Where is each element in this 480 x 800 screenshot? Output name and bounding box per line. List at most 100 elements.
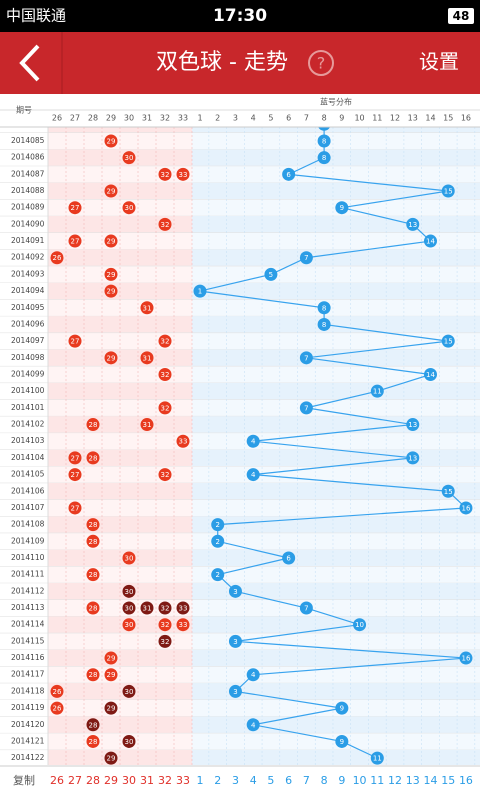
blue-ball xyxy=(299,401,313,415)
blue-ball xyxy=(459,651,473,665)
red-column-label: 27 xyxy=(70,114,80,123)
red-ball-number: 27 xyxy=(71,338,80,346)
red-ball xyxy=(104,668,118,682)
red-ball-number: 31 xyxy=(143,304,152,312)
red-ball-number: 30 xyxy=(125,621,134,629)
issue-number: 2014090 xyxy=(11,219,45,228)
issue-number: 2014108 xyxy=(11,520,45,529)
row-stripe xyxy=(48,127,192,133)
blue-ball xyxy=(246,468,260,482)
red-ball xyxy=(158,468,172,482)
red-ball-number: 32 xyxy=(161,404,170,412)
blue-ball xyxy=(264,267,278,281)
row-stripe xyxy=(192,149,480,166)
red-ball-number: 29 xyxy=(107,137,116,145)
red-ball xyxy=(122,201,136,215)
red-ball xyxy=(122,618,136,632)
red-ball xyxy=(86,568,100,582)
blue-ball-number: 9 xyxy=(340,204,344,212)
red-ball xyxy=(122,684,136,698)
blue-ball-number: 1 xyxy=(198,288,202,296)
blue-ball-number: 5 xyxy=(269,271,273,279)
blue-ball xyxy=(282,167,296,181)
blue-select: 7 xyxy=(303,774,310,787)
settings-button[interactable]: 设置 xyxy=(419,50,459,74)
blue-ball-number: 4 xyxy=(251,671,256,679)
blue-ball-number: 4 xyxy=(251,438,256,446)
blue-select: 14 xyxy=(423,774,437,787)
red-select: 33 xyxy=(176,774,190,787)
blue-ball-number: 6 xyxy=(286,554,291,562)
status-bar xyxy=(0,0,480,32)
blue-ball xyxy=(318,127,331,131)
back-button[interactable] xyxy=(19,44,40,82)
blue-ball xyxy=(423,234,437,248)
red-ball-number: 31 xyxy=(143,354,152,362)
row-stripe xyxy=(192,716,480,734)
red-ball xyxy=(104,701,118,715)
red-ball-number: 32 xyxy=(161,471,170,479)
red-column-label: 33 xyxy=(178,114,188,123)
red-ball xyxy=(140,418,154,432)
red-ball-number: 28 xyxy=(89,538,98,546)
help-icon[interactable] xyxy=(308,50,334,76)
blue-ball-number: 10 xyxy=(355,621,364,629)
blue-ball-number: 3 xyxy=(233,588,237,596)
issue-number: 2014113 xyxy=(11,603,45,612)
red-column-label: 29 xyxy=(106,114,116,123)
blue-select: 12 xyxy=(388,774,402,787)
issue-number: 2014099 xyxy=(11,370,45,379)
red-ball-number: 26 xyxy=(53,254,62,262)
blue-ball xyxy=(406,451,420,465)
blue-select: 4 xyxy=(250,774,257,787)
blue-ball-number: 2 xyxy=(215,571,219,579)
red-ball xyxy=(122,601,136,615)
red-ball-number: 29 xyxy=(107,271,116,279)
issue-number: 2014106 xyxy=(11,486,45,495)
blue-column-label: 13 xyxy=(408,114,418,123)
red-ball-number: 30 xyxy=(125,154,134,162)
red-column-label: 26 xyxy=(52,114,62,123)
red-ball xyxy=(176,434,190,448)
blue-column-label: 2 xyxy=(215,114,220,123)
blue-ball-number: 13 xyxy=(408,454,417,462)
blue-ball xyxy=(406,418,420,432)
issue-number: 2014122 xyxy=(11,753,45,762)
issue-number: 2014094 xyxy=(11,286,45,295)
blue-column-label: 4 xyxy=(251,114,256,123)
red-ball xyxy=(68,451,82,465)
red-ball xyxy=(176,618,190,632)
red-ball xyxy=(140,351,154,365)
blue-ball-number: 7 xyxy=(304,254,308,262)
issue-number: 2014121 xyxy=(11,736,45,745)
red-ball-number: 31 xyxy=(143,605,152,613)
row-stripe xyxy=(192,649,480,667)
issue-number: 2014100 xyxy=(11,386,45,395)
red-ball-number: 29 xyxy=(107,238,116,246)
row-stripe xyxy=(192,216,480,233)
red-ball-number: 30 xyxy=(125,605,134,613)
red-ball-number: 27 xyxy=(71,238,80,246)
issue-number: 2014117 xyxy=(11,670,45,679)
clock: 17:30 xyxy=(213,6,267,26)
red-ball-number: 27 xyxy=(71,204,80,212)
red-ball xyxy=(158,401,172,415)
red-ball-number: 33 xyxy=(179,171,188,179)
blue-ball xyxy=(211,534,225,548)
blue-column-label: 9 xyxy=(339,114,344,123)
red-ball xyxy=(86,518,100,532)
blue-column-label: 15 xyxy=(443,114,453,123)
red-ball-number: 29 xyxy=(107,671,116,679)
row-stripe xyxy=(48,349,192,367)
footer: 复制 26 27 28 29 30 31 32 33 1 2 3 4 5 6 7 8 9 10 11 12 13 14 15 1… xyxy=(0,765,480,800)
blue-ball xyxy=(193,284,207,298)
red-ball xyxy=(86,668,100,682)
blue-column-label: 7 xyxy=(304,114,309,123)
issue-number: 2014096 xyxy=(11,319,45,328)
row-stripe xyxy=(192,749,480,765)
red-ball-number: 30 xyxy=(125,204,134,212)
blue-select: 10 xyxy=(353,774,367,787)
row-stripe xyxy=(192,282,480,300)
